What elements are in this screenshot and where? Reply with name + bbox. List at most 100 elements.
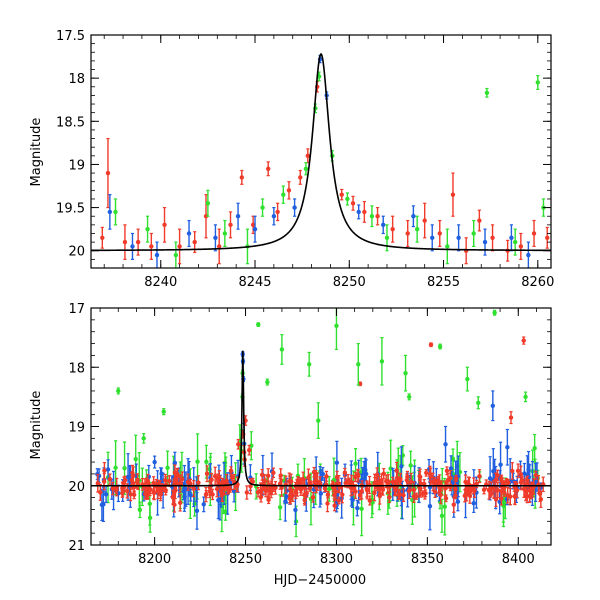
background-point <box>302 478 307 497</box>
background-point <box>266 495 271 505</box>
background-point <box>98 483 103 501</box>
data-point <box>405 219 410 248</box>
background-point <box>486 480 492 500</box>
data-point <box>437 343 443 350</box>
background-point <box>521 479 527 499</box>
plot-frame <box>90 307 552 546</box>
background-point <box>353 471 358 483</box>
background-point <box>421 479 427 489</box>
x-tick-label: 8240 <box>144 275 177 290</box>
data-point <box>428 342 434 348</box>
x-tick-label: 8260 <box>521 275 554 290</box>
background-point <box>394 461 399 480</box>
data-point <box>228 211 233 239</box>
data-point <box>381 215 386 235</box>
background-point <box>170 489 175 505</box>
bottom-ylabel: Magnitude <box>29 391 44 460</box>
background-observations <box>95 422 546 538</box>
background-point <box>204 465 210 483</box>
background-point <box>365 481 370 500</box>
background-point <box>351 480 356 496</box>
y-tick-label: 19 <box>68 421 85 436</box>
background-point <box>177 477 183 490</box>
data-point <box>246 444 252 456</box>
data-point <box>162 206 167 243</box>
background-point <box>379 473 384 488</box>
background-point <box>377 487 382 505</box>
y-tick-label: 20 <box>68 245 85 260</box>
data-point <box>107 194 113 230</box>
data-point <box>490 390 496 422</box>
x-tick-label: 8255 <box>427 275 460 290</box>
plot-area <box>91 308 551 538</box>
data-point <box>177 228 182 265</box>
background-point <box>159 467 164 480</box>
background-point <box>310 491 316 503</box>
background-point <box>287 472 292 491</box>
data-point <box>531 219 537 248</box>
data-point <box>482 228 488 256</box>
background-point <box>336 496 342 505</box>
y-tick-label: 18 <box>68 72 85 87</box>
data-point <box>535 74 541 90</box>
background-point <box>453 480 458 497</box>
background-point <box>464 487 470 497</box>
data-point <box>450 172 456 217</box>
plot-area <box>91 52 551 268</box>
data-point <box>443 425 448 463</box>
y-tick-label: 18 <box>68 361 85 376</box>
data-point <box>213 224 218 252</box>
y-tick-label: 20 <box>68 480 85 495</box>
data-point <box>345 192 350 206</box>
series-green <box>116 308 528 444</box>
data-point <box>122 224 128 260</box>
model-curve <box>91 350 551 487</box>
data-point <box>271 206 277 226</box>
data-point <box>545 226 550 249</box>
data-point <box>186 219 192 248</box>
y-tick-label: 19.5 <box>56 202 85 217</box>
data-point <box>173 241 179 268</box>
background-point <box>337 481 342 494</box>
x-tick-label: 8400 <box>502 552 535 567</box>
background-point <box>424 469 429 477</box>
background-point <box>147 502 153 533</box>
data-point <box>411 205 416 228</box>
background-point <box>422 486 428 500</box>
data-point <box>356 204 361 220</box>
data-point <box>298 169 303 185</box>
data-point <box>316 71 322 82</box>
background-point <box>367 495 373 506</box>
data-point <box>390 215 395 243</box>
data-point <box>406 393 412 401</box>
y-tick-label: 21 <box>68 539 85 554</box>
data-point <box>205 189 211 217</box>
data-point <box>445 228 450 265</box>
data-point <box>222 219 228 248</box>
data-point <box>256 322 261 327</box>
background-point <box>177 494 183 512</box>
background-point <box>477 469 482 484</box>
background-point <box>163 473 168 487</box>
data-point <box>239 169 245 185</box>
background-point <box>273 481 278 495</box>
background-point <box>342 467 348 478</box>
background-point <box>288 489 293 501</box>
data-point <box>145 215 150 243</box>
data-point <box>152 455 157 469</box>
background-point <box>244 485 250 500</box>
data-point <box>463 237 469 265</box>
y-tick-label: 19 <box>68 158 85 173</box>
background-point <box>194 491 200 530</box>
data-point <box>518 232 524 260</box>
data-point <box>526 241 531 268</box>
data-point <box>508 411 514 425</box>
data-point <box>492 309 497 316</box>
background-point <box>182 464 187 512</box>
background-point <box>279 478 284 497</box>
background-point <box>101 472 107 491</box>
background-point <box>317 476 323 491</box>
data-point <box>471 219 476 248</box>
background-point <box>392 479 397 496</box>
data-point <box>356 342 361 386</box>
